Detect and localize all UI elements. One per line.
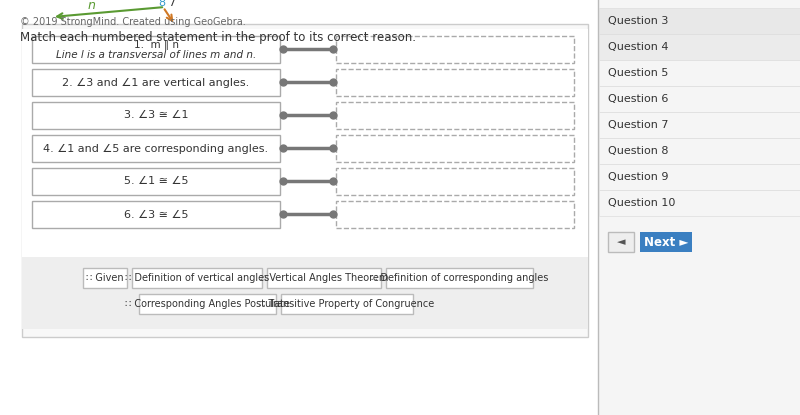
FancyBboxPatch shape [281,294,413,314]
Bar [32,135,280,162]
Text: 7: 7 [168,0,175,8]
Text: 5. ∠1 ≅ ∠5: 5. ∠1 ≅ ∠5 [124,176,188,186]
Text: ∷ Corresponding Angles Postulate: ∷ Corresponding Angles Postulate [125,299,290,309]
Text: Question 4: Question 4 [608,42,669,52]
FancyBboxPatch shape [83,268,127,288]
Text: Next ►: Next ► [644,235,688,249]
Bar [599,86,800,112]
Text: ◄: ◄ [617,237,626,247]
Text: n: n [88,0,96,12]
Bar [336,201,574,228]
FancyBboxPatch shape [139,294,276,314]
Text: ∷ Vertical Angles Theorem: ∷ Vertical Angles Theorem [260,273,388,283]
Text: Question 5: Question 5 [608,68,668,78]
Bar [336,36,574,63]
Bar [336,69,574,96]
Bar [32,36,280,63]
Text: Line l is a transversal of lines m and n.: Line l is a transversal of lines m and n… [56,51,256,61]
Text: Question 7: Question 7 [608,120,669,130]
Bar [336,168,574,195]
Text: 6. ∠3 ≅ ∠5: 6. ∠3 ≅ ∠5 [124,210,188,220]
Text: ∷ Transitive Property of Congruence: ∷ Transitive Property of Congruence [259,299,434,309]
Bar [22,29,588,257]
Bar [599,34,800,60]
Text: Question 3: Question 3 [608,16,668,26]
Text: Question 10: Question 10 [608,198,675,208]
Text: Question 9: Question 9 [608,172,669,182]
Bar [32,201,280,228]
Text: ∷ Definition of corresponding angles: ∷ Definition of corresponding angles [371,273,548,283]
FancyBboxPatch shape [132,268,262,288]
Text: ∷ Given: ∷ Given [86,273,124,283]
Bar [599,60,800,86]
Bar [22,257,588,329]
Bar [599,138,800,164]
Bar [598,0,800,415]
Bar [336,102,574,129]
Text: 8: 8 [158,0,165,8]
Bar [32,168,280,195]
Bar [22,24,588,337]
Text: 4. ∠1 and ∠5 are corresponding angles.: 4. ∠1 and ∠5 are corresponding angles. [43,144,269,154]
Text: ∷ Definition of vertical angles: ∷ Definition of vertical angles [125,273,269,283]
FancyBboxPatch shape [640,232,692,252]
Bar [32,102,280,129]
Bar [599,190,800,216]
Bar [599,112,800,138]
Bar [599,8,800,34]
Text: Question 6: Question 6 [608,94,668,104]
Text: Match each numbered statement in the proof to its correct reason.: Match each numbered statement in the pro… [20,31,416,44]
Text: 2. ∠3 and ∠1 are vertical angles.: 2. ∠3 and ∠1 are vertical angles. [62,78,250,88]
Text: 1.  m ∥ n: 1. m ∥ n [134,40,178,50]
Bar [336,135,574,162]
Bar [32,69,280,96]
Text: Question 8: Question 8 [608,146,669,156]
FancyBboxPatch shape [386,268,533,288]
FancyBboxPatch shape [608,232,634,252]
Text: 3. ∠3 ≅ ∠1: 3. ∠3 ≅ ∠1 [124,110,188,120]
Text: © 2019 StrongMind. Created using GeoGebra.: © 2019 StrongMind. Created using GeoGebr… [20,17,246,27]
FancyBboxPatch shape [267,268,381,288]
Bar [599,164,800,190]
